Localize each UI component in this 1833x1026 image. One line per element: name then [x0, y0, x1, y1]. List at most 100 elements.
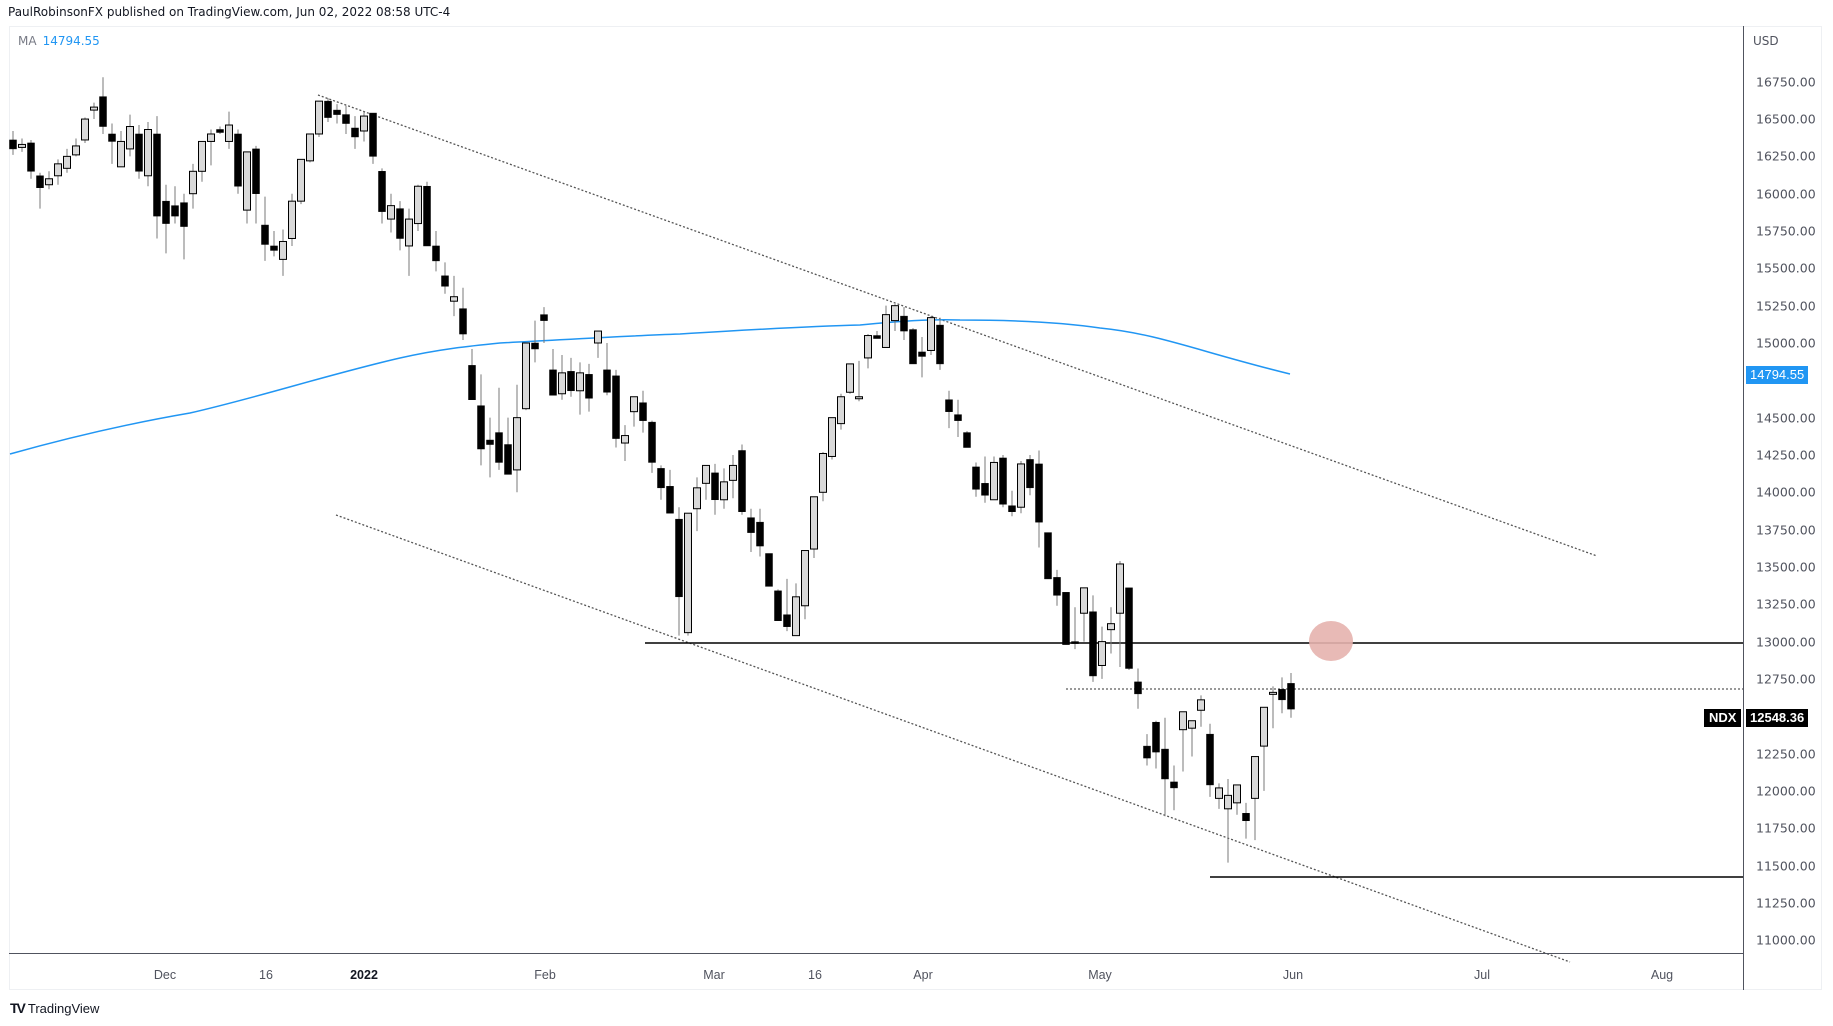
- down-candle: [261, 224, 269, 245]
- price-tick: 11500.00: [1756, 858, 1816, 874]
- up-candle: [729, 464, 737, 481]
- up-candle: [306, 133, 314, 162]
- up-candle: [360, 115, 368, 132]
- down-candle: [1170, 781, 1178, 789]
- down-candle: [378, 171, 386, 212]
- up-candle: [225, 124, 233, 142]
- up-candle: [1080, 587, 1088, 614]
- up-candle: [522, 342, 530, 410]
- up-candle: [576, 372, 584, 392]
- price-tick: 13500.00: [1756, 559, 1816, 575]
- ma-value: 14794.55: [42, 34, 100, 48]
- up-candle: [1107, 623, 1115, 631]
- currency-label: USD: [1753, 34, 1779, 48]
- down-candle: [1143, 745, 1151, 759]
- up-candle: [387, 205, 395, 220]
- up-candle: [855, 396, 863, 400]
- down-candle: [333, 109, 341, 115]
- down-candle: [567, 371, 575, 392]
- time-tick: Aug: [1650, 968, 1674, 982]
- down-candle: [432, 245, 440, 262]
- up-candle: [1251, 756, 1259, 799]
- down-candle: [1206, 733, 1214, 786]
- ma-label: MA: [18, 34, 37, 48]
- up-candle: [1269, 691, 1277, 695]
- price-tick: 13750.00: [1756, 522, 1816, 538]
- down-candle: [1026, 459, 1034, 489]
- up-candle: [90, 106, 98, 111]
- up-candle: [801, 550, 809, 607]
- down-candle: [765, 553, 773, 587]
- down-candle: [1152, 721, 1160, 753]
- down-candle: [162, 200, 170, 224]
- down-candle: [972, 466, 980, 490]
- up-candle: [297, 158, 305, 202]
- time-tick: Jun: [1282, 968, 1304, 982]
- up-candle: [882, 314, 890, 348]
- time-tick: Apr: [913, 968, 933, 982]
- down-candle: [738, 450, 746, 512]
- up-candle: [837, 396, 845, 425]
- down-candle: [441, 275, 449, 287]
- down-candle: [1035, 463, 1043, 523]
- up-candle: [144, 129, 152, 177]
- up-candle: [990, 461, 998, 501]
- down-candle: [909, 329, 917, 365]
- down-candle: [1008, 505, 1016, 512]
- down-candle: [36, 175, 44, 188]
- price-tick: 12000.00: [1756, 783, 1816, 799]
- upper-trendline[interactable]: [317, 94, 1598, 557]
- down-candle: [477, 405, 485, 450]
- down-candle: [711, 472, 719, 501]
- down-candle: [1278, 689, 1286, 701]
- down-candle: [252, 148, 260, 194]
- lower-trendline[interactable]: [335, 514, 1571, 963]
- time-tick: 16: [259, 968, 273, 982]
- price-tick: 14500.00: [1756, 410, 1816, 426]
- chart-frame[interactable]: [9, 26, 1822, 990]
- up-candle: [702, 464, 710, 484]
- up-candle: [558, 372, 566, 395]
- price-tick: 14000.00: [1756, 484, 1816, 500]
- price-tick: 12750.00: [1756, 671, 1816, 687]
- time-axis-line[interactable]: [9, 953, 1743, 954]
- time-tick: Dec: [153, 968, 177, 982]
- up-candle: [846, 363, 854, 393]
- up-candle: [288, 200, 296, 239]
- up-candle: [450, 296, 458, 302]
- up-candle: [63, 155, 71, 169]
- time-tick: Mar: [703, 968, 725, 982]
- price-tick: 15000.00: [1756, 335, 1816, 351]
- price-tick: 13250.00: [1756, 596, 1816, 612]
- down-candle: [1062, 592, 1070, 645]
- highlight-circle[interactable]: [1309, 621, 1353, 661]
- down-candle: [1287, 683, 1295, 710]
- price-axis-line[interactable]: [1743, 26, 1744, 990]
- down-candle: [342, 114, 350, 124]
- tradingview-footer[interactable]: TV TradingView: [10, 1000, 99, 1016]
- up-candle: [792, 596, 800, 637]
- up-candle: [1233, 784, 1241, 804]
- down-candle: [873, 335, 881, 339]
- up-candle: [279, 240, 287, 260]
- publish-info: PaulRobinsonFX published on TradingView.…: [8, 5, 451, 19]
- down-candle: [1089, 611, 1097, 677]
- up-candle: [243, 151, 251, 211]
- down-candle: [963, 432, 971, 448]
- down-candle: [270, 245, 278, 251]
- up-candle: [1224, 794, 1232, 810]
- time-tick: 16: [808, 968, 822, 982]
- price-tick: 11000.00: [1756, 932, 1816, 948]
- down-candle: [1044, 532, 1052, 580]
- time-tick: Jul: [1474, 968, 1490, 982]
- down-candle: [99, 96, 107, 127]
- ma-legend[interactable]: MA 14794.55: [18, 34, 100, 48]
- down-candle: [981, 483, 989, 496]
- down-candle: [918, 351, 926, 357]
- up-candle: [207, 133, 215, 142]
- tradingview-logo-icon: TV: [10, 1000, 26, 1016]
- up-candle: [621, 435, 629, 444]
- up-candle: [513, 417, 521, 471]
- down-candle: [108, 133, 116, 142]
